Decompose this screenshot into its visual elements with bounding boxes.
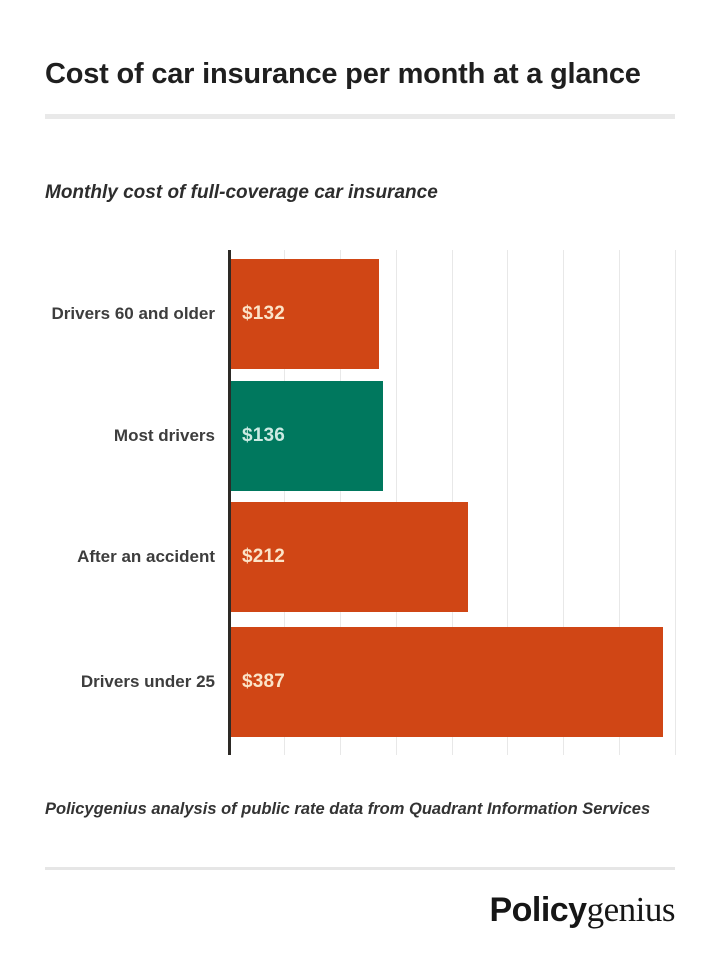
category-label: Drivers 60 and older	[51, 304, 215, 323]
chart-title: Monthly cost of full-coverage car insura…	[45, 182, 438, 203]
bar-value-label: $136	[242, 425, 286, 446]
bar-value-label: $132	[242, 303, 286, 324]
gridline	[507, 250, 509, 755]
policygenius-logo: Policygenius	[489, 890, 675, 930]
y-axis-line	[228, 250, 231, 755]
logo-bold-part: Policy	[489, 891, 587, 929]
category-label: Drivers under 25	[80, 672, 215, 691]
bar-value-label: $212	[242, 546, 286, 567]
category-label: Most drivers	[113, 426, 215, 445]
footer-divider	[45, 867, 675, 870]
category-label: After an accident	[77, 547, 215, 566]
bar-most-drivers: $136	[231, 381, 383, 491]
source-note: Policygenius analysis of public rate dat…	[45, 800, 651, 818]
gridline	[675, 250, 676, 755]
bar-drivers-60-and-older: $132	[231, 259, 379, 369]
bar-value-label: $387	[242, 671, 286, 692]
gridline	[563, 250, 565, 755]
bar-drivers-under-25: $387	[231, 627, 663, 737]
page-title: Cost of car insurance per month at a gla…	[45, 58, 641, 90]
gridline	[619, 250, 621, 755]
plot-area: $132 $136 $212 $387	[228, 250, 676, 755]
title-divider	[45, 114, 675, 119]
bar-chart: $132 $136 $212 $387 Drivers 60 and older Mos…	[45, 250, 676, 755]
bar-after-an-accident: $212	[231, 502, 468, 612]
logo-serif-part: genius	[586, 890, 676, 929]
